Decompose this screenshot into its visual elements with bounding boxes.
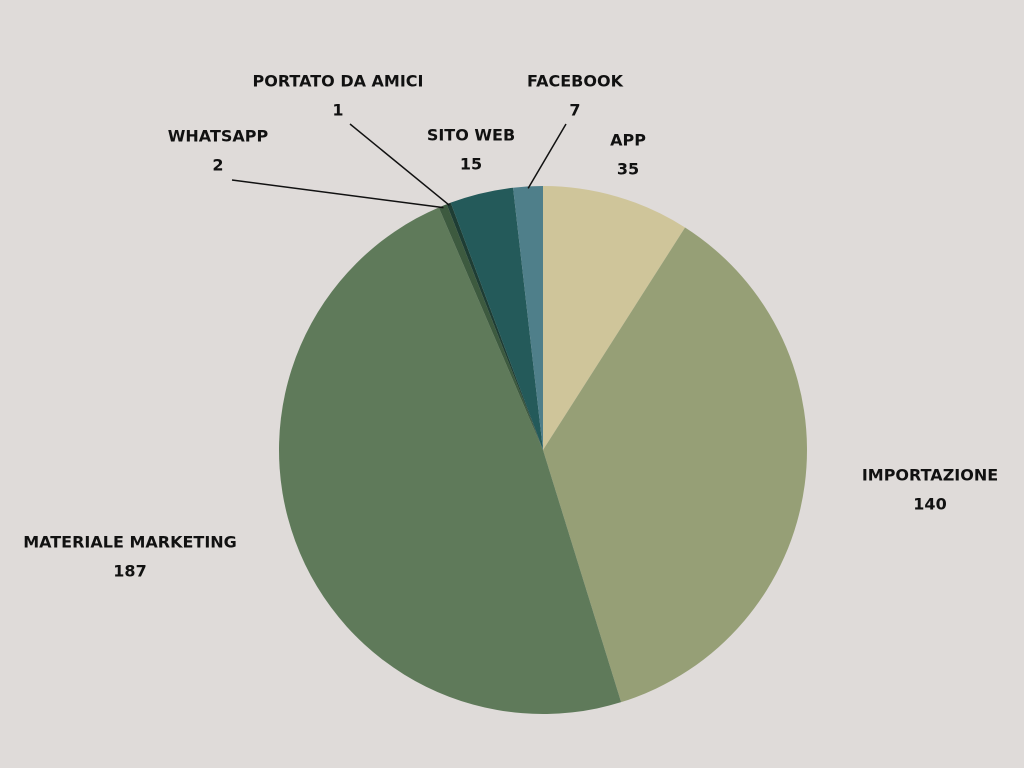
leader-line <box>231 179 444 209</box>
leader-line <box>349 123 450 206</box>
slice-value: 15 <box>460 155 482 174</box>
slice-value: 1 <box>332 101 343 120</box>
slice-value: 187 <box>113 562 146 581</box>
slice-value: 140 <box>913 495 946 514</box>
slice-label: PORTATO DA AMICI <box>252 72 423 91</box>
slice-label: WHATSAPP <box>168 127 269 146</box>
slice-label: MATERIALE MARKETING <box>23 533 237 552</box>
slice-value: 35 <box>617 160 639 179</box>
slice-value: 7 <box>569 101 580 120</box>
pie-slice <box>438 204 543 450</box>
slice-label: FACEBOOK <box>527 72 624 91</box>
slice-label: APP <box>610 131 646 150</box>
slice-label: IMPORTAZIONE <box>862 466 998 485</box>
leader-line <box>527 123 567 189</box>
pie-slice <box>513 186 543 450</box>
slice-label: SITO WEB <box>427 126 515 145</box>
pie-slice <box>543 186 686 450</box>
pie-slice <box>279 207 622 714</box>
slice-value: 2 <box>212 156 223 175</box>
pie-slice <box>446 202 543 450</box>
pie-slice <box>450 187 543 450</box>
pie-slice <box>543 227 807 703</box>
